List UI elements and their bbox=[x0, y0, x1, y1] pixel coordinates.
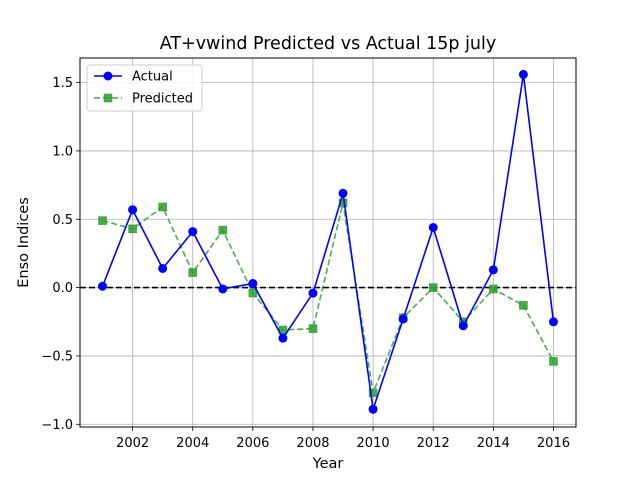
data-point-actual bbox=[548, 317, 558, 327]
data-point-predicted bbox=[549, 357, 558, 366]
data-point-actual bbox=[368, 404, 378, 414]
y-axis-ticks: −1.0 −0.5 0.0 0.5 1.0 1.5 bbox=[41, 76, 80, 433]
data-point-actual bbox=[278, 333, 288, 343]
data-point-predicted bbox=[489, 284, 498, 294]
legend-marker-actual bbox=[103, 71, 113, 81]
data-point-actual bbox=[458, 321, 468, 331]
data-point-actual bbox=[308, 288, 318, 298]
data-point-predicted bbox=[188, 268, 198, 277]
series-predicted bbox=[98, 198, 558, 398]
data-point-actual bbox=[428, 222, 438, 232]
x-tick-label: 2010 bbox=[357, 436, 390, 451]
data-point-actual bbox=[128, 205, 138, 215]
x-axis-ticks: 2002 2004 2006 2008 2010 2012 2014 2016 bbox=[116, 427, 570, 451]
y-tick-label: 1.0 bbox=[52, 144, 73, 159]
y-tick-label: 0.5 bbox=[52, 213, 73, 228]
data-point-actual bbox=[98, 281, 108, 291]
data-point-actual bbox=[188, 227, 198, 237]
data-point-actual bbox=[218, 284, 228, 294]
legend-marker-predicted bbox=[103, 93, 113, 103]
x-tick-label: 2006 bbox=[236, 436, 269, 451]
data-point-predicted bbox=[428, 283, 438, 292]
series-line-actual bbox=[101, 74, 555, 410]
legend-label-predicted: Predicted bbox=[132, 92, 193, 107]
x-tick-label: 2016 bbox=[537, 436, 570, 451]
plot-frame bbox=[79, 57, 577, 428]
series-layer bbox=[98, 69, 558, 414]
data-point-actual bbox=[398, 314, 408, 324]
data-point-predicted bbox=[308, 324, 318, 333]
x-tick-label: 2014 bbox=[477, 436, 510, 451]
legend-label-actual: Actual bbox=[132, 70, 173, 85]
x-tick-label: 2004 bbox=[176, 436, 209, 451]
legend: Actual Predicted bbox=[86, 64, 203, 112]
data-point-predicted bbox=[218, 225, 228, 235]
data-point-predicted bbox=[128, 224, 137, 234]
data-point-actual bbox=[338, 188, 348, 198]
y-tick-label: −0.5 bbox=[41, 349, 73, 364]
data-point-predicted bbox=[158, 202, 167, 212]
x-tick-label: 2002 bbox=[116, 436, 149, 451]
chart-title: AT+vwind Predicted vs Actual 15p july bbox=[160, 34, 497, 54]
x-tick-label: 2012 bbox=[417, 436, 450, 451]
data-point-predicted bbox=[368, 388, 378, 398]
data-point-actual bbox=[488, 265, 498, 275]
data-point-predicted bbox=[98, 216, 107, 225]
y-tick-label: −1.0 bbox=[41, 418, 73, 433]
y-axis-title: Enso Indices bbox=[16, 197, 32, 288]
data-point-predicted bbox=[519, 301, 528, 310]
data-point-actual bbox=[248, 279, 258, 288]
data-point-actual bbox=[158, 263, 168, 273]
y-tick-label: 1.5 bbox=[52, 76, 73, 91]
x-axis-title: Year bbox=[312, 456, 344, 472]
series-line-predicted bbox=[102, 202, 555, 396]
data-point-predicted bbox=[248, 288, 258, 298]
series-actual bbox=[98, 69, 558, 414]
data-point-actual bbox=[518, 69, 528, 79]
y-tick-label: 0.0 bbox=[52, 281, 73, 296]
x-tick-label: 2008 bbox=[296, 436, 329, 451]
